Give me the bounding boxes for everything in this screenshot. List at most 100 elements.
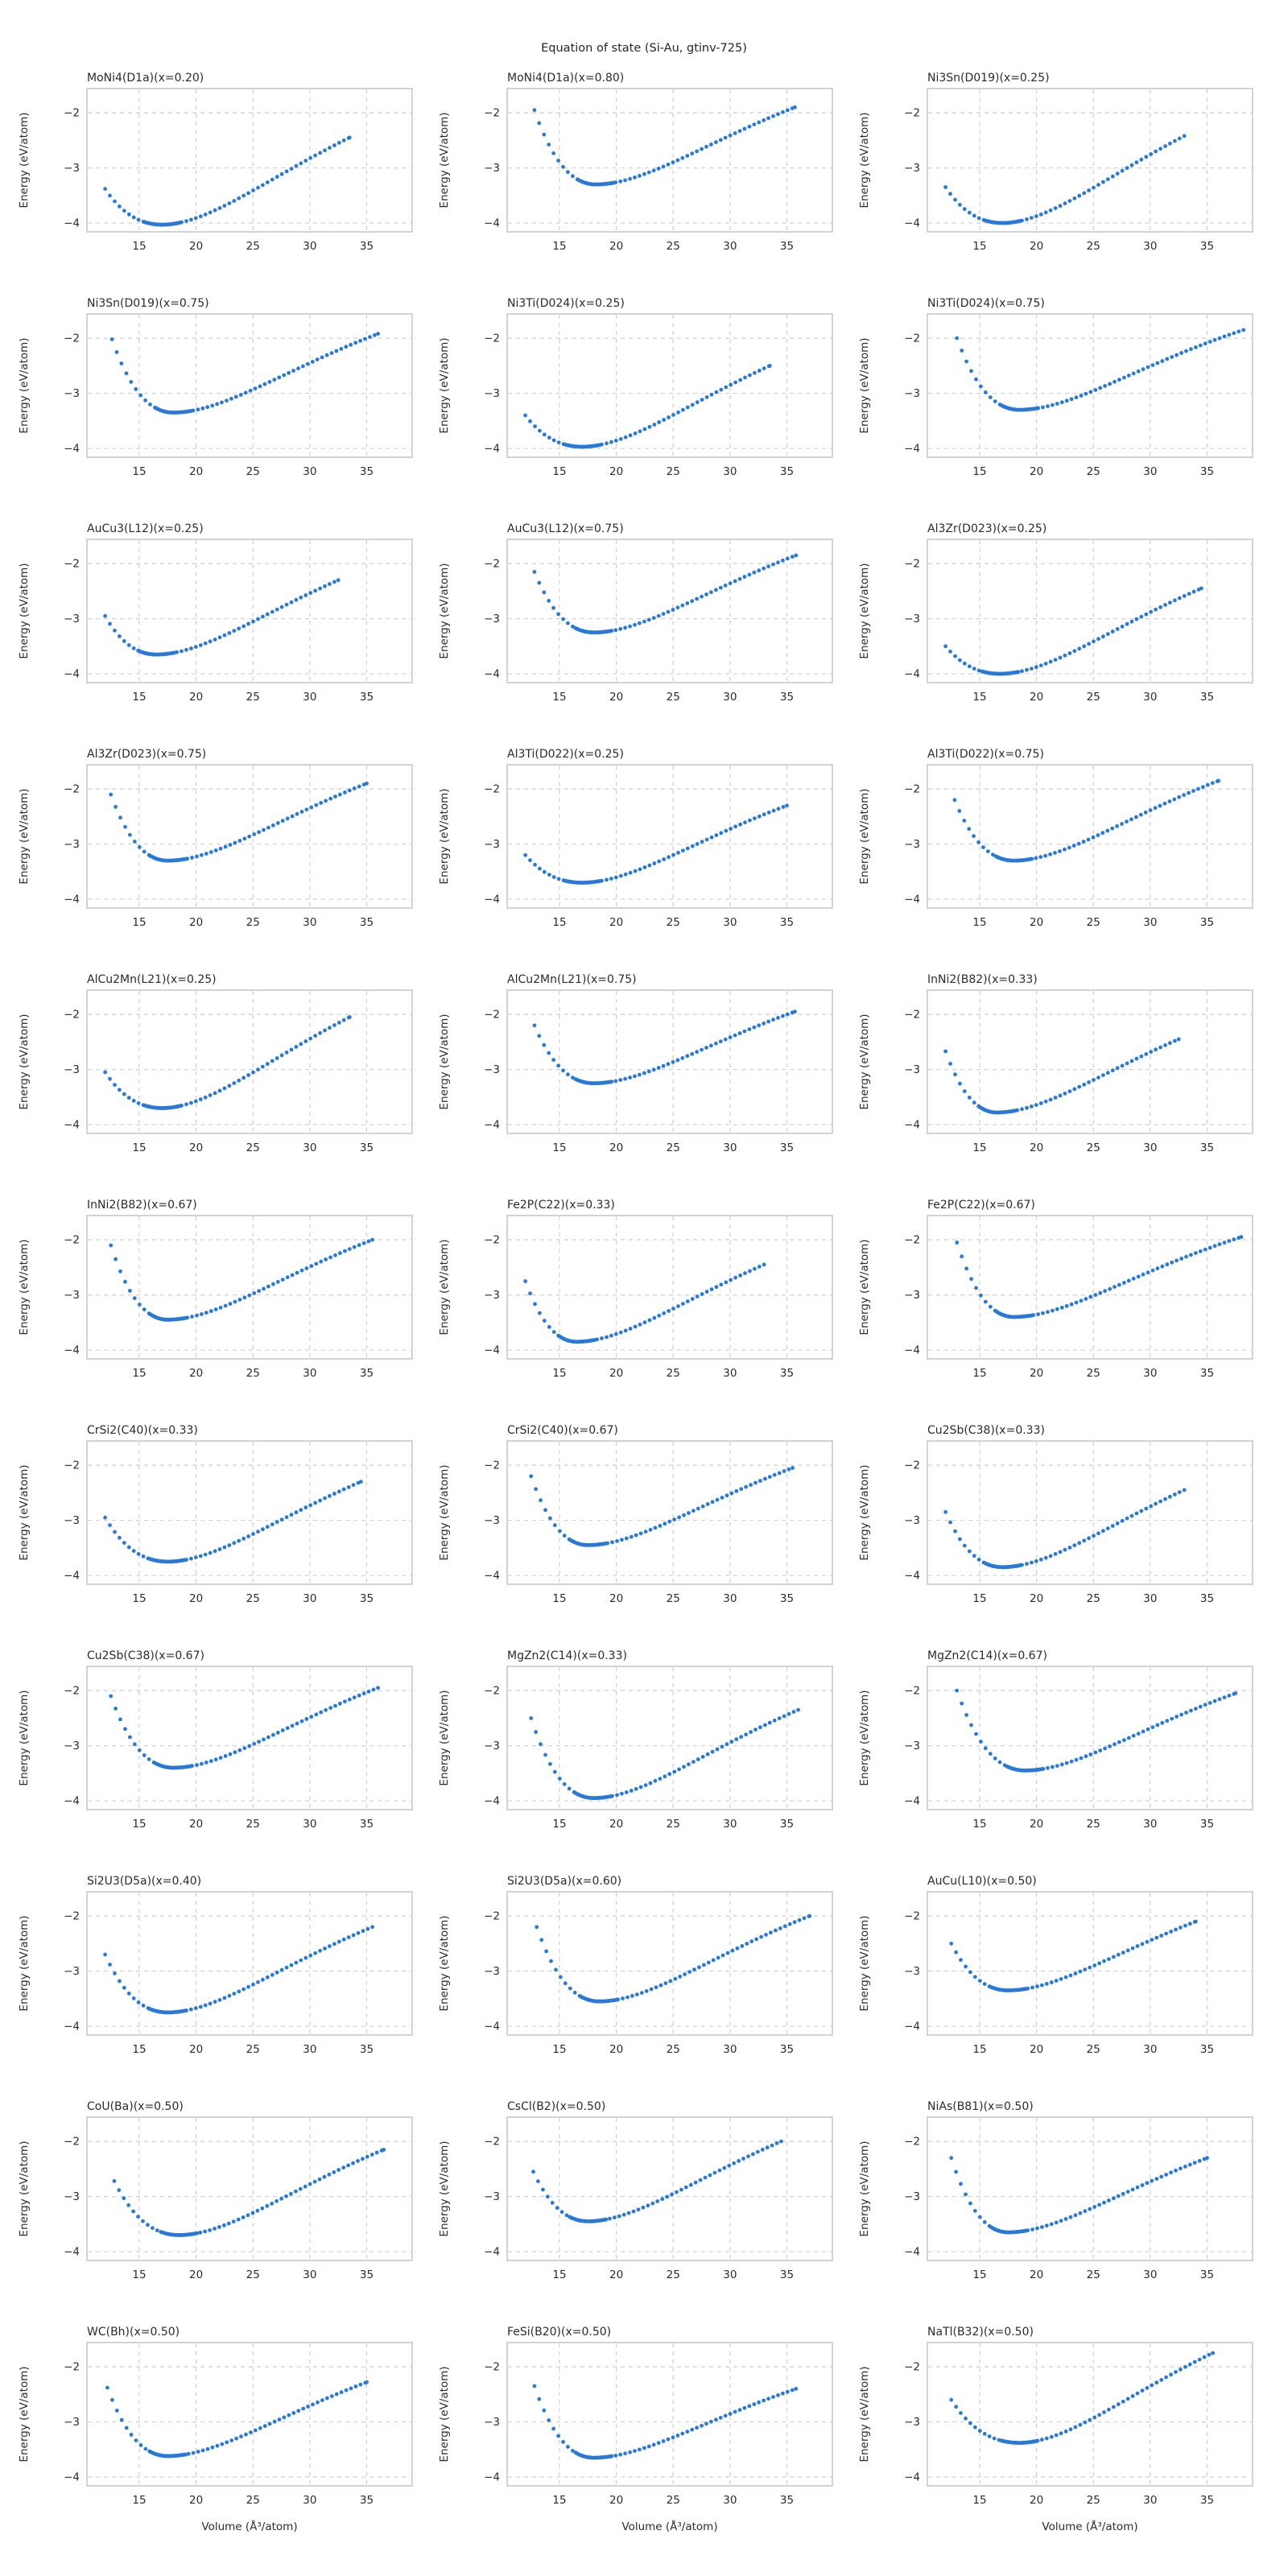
data-point [755, 2149, 760, 2154]
data-point [747, 124, 752, 129]
plot-frame [86, 313, 413, 458]
data-point [528, 419, 532, 423]
y-tick-label: −4 [64, 894, 80, 906]
data-point [660, 2197, 665, 2202]
data-point [1140, 1942, 1145, 1946]
data-point [344, 2388, 349, 2392]
y-axis-label: Energy (eV/atom) [18, 1915, 31, 2011]
x-tick-label: 20 [609, 2043, 623, 2056]
x-tick-label: 25 [246, 465, 260, 478]
data-point [113, 1971, 117, 1975]
x-tick-label: 30 [723, 240, 737, 253]
data-point [642, 171, 646, 176]
data-point [346, 2163, 350, 2168]
x-tick-label: 15 [972, 691, 986, 704]
data-point [1026, 1986, 1030, 1991]
x-tick-label: 35 [1200, 240, 1214, 253]
data-point [332, 580, 336, 584]
data-point [1146, 365, 1150, 369]
data-point [1232, 1237, 1236, 1242]
data-point [1074, 1300, 1079, 1305]
data-point [658, 1777, 663, 1781]
data-point [277, 375, 282, 380]
data-point [556, 159, 560, 163]
data-point [343, 791, 347, 795]
data-point [118, 1088, 122, 1092]
data-point [1129, 817, 1133, 822]
data-point [1020, 1563, 1024, 1567]
data-point [275, 821, 280, 825]
data-point [332, 2170, 336, 2174]
data-point [547, 436, 551, 440]
data-point [757, 2400, 762, 2405]
data-point [294, 2189, 298, 2194]
data-point [341, 138, 346, 142]
data-point [223, 1754, 228, 1758]
data-point [654, 1985, 658, 1990]
y-tick-label: −4 [64, 2021, 80, 2033]
x-tick-label: 15 [972, 2043, 986, 2056]
data-point [1139, 614, 1144, 619]
plot-frame [506, 2116, 833, 2261]
data-point [351, 2161, 355, 2165]
data-point [710, 1500, 715, 1505]
data-point [550, 2201, 555, 2205]
data-point [1058, 655, 1063, 660]
data-point [361, 1691, 366, 1696]
data-point [793, 1009, 797, 1014]
x-tick-label: 35 [1200, 1141, 1214, 1154]
data-point [118, 1979, 122, 1984]
data-point [306, 2405, 310, 2409]
data-point [682, 1765, 686, 1769]
data-point [347, 1015, 352, 1019]
data-point [1150, 1725, 1155, 1729]
data-point [1187, 2362, 1192, 2367]
x-tick-label: 30 [1143, 2043, 1157, 2056]
data-point [700, 1755, 705, 1759]
data-point [762, 366, 766, 370]
subplot-canvas: MgZn2(C14)(x=0.67)−2−3−415 20 25 30 35Energy… [858, 1649, 1253, 1831]
data-point [1130, 1946, 1135, 1951]
data-point [786, 1711, 791, 1716]
x-axis-label: Volume (Å³/atom) [621, 2520, 717, 2533]
data-point [1113, 1285, 1117, 1289]
data-point [1053, 1552, 1058, 1556]
data-point [695, 1050, 699, 1055]
data-point [778, 1926, 782, 1930]
x-tick-label: 15 [552, 2043, 566, 2056]
data-point [633, 175, 637, 180]
data-point [1121, 1951, 1125, 1955]
data-point [988, 395, 993, 399]
subplot-title: AuCu3(L12)(x=0.75) [507, 522, 624, 535]
data-point [136, 2215, 141, 2219]
data-point [1068, 2215, 1073, 2219]
data-point [691, 1509, 696, 1513]
data-point [1116, 1952, 1121, 1957]
data-point [1115, 171, 1120, 176]
x-tick-label: 35 [360, 691, 374, 704]
data-point [962, 207, 967, 212]
data-point [246, 2213, 250, 2218]
data-point [1136, 1732, 1141, 1736]
data-point [185, 1315, 190, 1320]
data-point [982, 2220, 987, 2224]
data-point [118, 1535, 122, 1540]
data-point [103, 187, 108, 192]
x-tick-label: 15 [552, 916, 566, 929]
data-point [252, 832, 257, 836]
data-point [757, 1023, 762, 1028]
data-point [143, 398, 148, 402]
data-point [1059, 1306, 1064, 1310]
y-tick-label: −4 [904, 668, 920, 681]
subplot: AuCu(L10)(x=0.50) −2 −3 −4 15 20 25 30 35 Energy … [840, 1872, 1261, 2102]
y-axis-label: Energy (eV/atom) [858, 1013, 871, 1109]
data-point [122, 639, 126, 643]
data-point [247, 834, 252, 839]
data-point [672, 1517, 677, 1521]
data-point [636, 2207, 641, 2212]
data-point [229, 2438, 234, 2442]
data-point [1120, 1063, 1125, 1068]
data-point [328, 1026, 332, 1030]
data-point [294, 597, 299, 602]
data-point [551, 605, 555, 610]
